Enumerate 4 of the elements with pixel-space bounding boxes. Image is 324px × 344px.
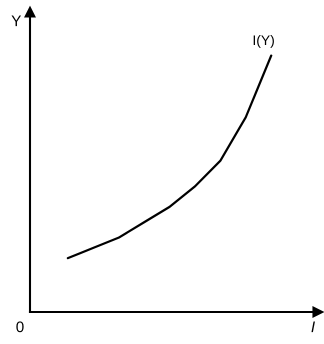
series-label: I(Y) xyxy=(254,34,274,48)
text: 0 xyxy=(16,321,24,332)
x-axis-title: I xyxy=(311,322,315,332)
y-axis-title: Y xyxy=(12,16,22,26)
